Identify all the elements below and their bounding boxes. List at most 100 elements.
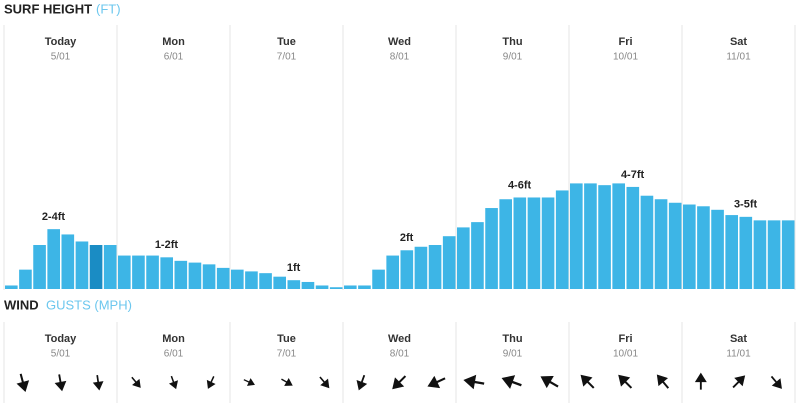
date-label: 7/01 (277, 349, 297, 360)
day-label: Tue (277, 36, 296, 48)
day-label: Wed (388, 333, 411, 345)
date-label: 11/01 (726, 349, 751, 360)
wind-arrow (131, 376, 141, 388)
wind-arrow (243, 378, 255, 386)
wind-arrow (92, 375, 104, 391)
day-label: Sat (730, 333, 747, 345)
day-label: Tue (277, 333, 296, 345)
surf-bar (231, 269, 244, 289)
surf-bar (188, 262, 202, 289)
surf-label: 1ft (287, 262, 301, 274)
date-label: 5/01 (51, 52, 71, 63)
surf-bar (668, 202, 682, 289)
surf-bar (570, 183, 583, 289)
wind-arrow (16, 373, 30, 392)
date-label: 10/01 (613, 52, 638, 63)
wind-arrow (463, 374, 485, 390)
surf-bar (132, 255, 145, 289)
wind-arrow (168, 375, 179, 390)
wind-subtitle: GUSTS (MPH) (46, 297, 132, 312)
surf-bar (372, 269, 385, 289)
surf-bar (202, 264, 216, 289)
surf-bar (697, 206, 710, 289)
surf-bar (654, 199, 668, 289)
surf-label: 1-2ft (155, 239, 179, 251)
surf-bar (612, 183, 625, 289)
wind-arrow (427, 375, 446, 389)
date-label: 11/01 (726, 52, 751, 63)
date-label: 10/01 (613, 349, 638, 360)
surf-bar (626, 186, 640, 289)
surf-bar (273, 276, 286, 289)
wind-arrow (392, 375, 407, 390)
day-label: Fri (618, 36, 632, 48)
date-label: 8/01 (390, 349, 410, 360)
surf-bar (457, 227, 470, 289)
surf-bar (400, 250, 414, 289)
surf-bar (527, 197, 541, 289)
surf-bar (19, 269, 32, 289)
surf-bar (160, 257, 173, 289)
wind-arrow (206, 376, 216, 389)
surf-label: 4-7ft (621, 169, 645, 181)
surf-bar (485, 208, 498, 289)
surf-bar (118, 255, 131, 289)
date-label: 9/01 (503, 349, 523, 360)
surf-bar (245, 271, 258, 289)
surf-bar (711, 209, 724, 289)
surf-bar (555, 190, 569, 289)
surf-bar (683, 204, 696, 289)
surf-bar (513, 197, 527, 289)
surf-bar (739, 216, 753, 289)
surf-bar (103, 245, 117, 289)
surf-bar (75, 241, 89, 289)
surf-bar (753, 220, 767, 289)
wind-arrow (54, 374, 67, 392)
surf-label: 2ft (400, 232, 414, 244)
surf-bar (259, 273, 272, 289)
wind-arrow (732, 375, 746, 389)
surf-bar (174, 260, 188, 289)
surf-bar (471, 222, 484, 289)
date-label: 7/01 (277, 52, 297, 63)
surf-title: SURF HEIGHT (4, 1, 92, 16)
surf-bar (781, 220, 795, 289)
wind-arrow (618, 374, 633, 389)
surf-bar (146, 255, 159, 289)
surf-bar (301, 281, 315, 289)
wind-title: WIND (4, 297, 39, 312)
wind-arrow (501, 375, 522, 389)
surf-bar (315, 285, 329, 289)
day-label: Fri (618, 333, 632, 345)
surf-bar (428, 245, 442, 289)
date-label: 9/01 (503, 52, 523, 63)
day-label: Mon (162, 333, 185, 345)
surf-bar (89, 245, 103, 289)
wind-arrow (580, 374, 595, 389)
surf-bar (329, 287, 343, 289)
surf-label: 4-6ft (508, 179, 532, 191)
day-label: Sat (730, 36, 747, 48)
surf-bar (584, 183, 597, 289)
wind-arrow (694, 372, 707, 390)
date-label: 8/01 (390, 52, 410, 63)
day-label: Wed (388, 36, 411, 48)
day-label: Thu (502, 36, 522, 48)
wind-arrow (319, 376, 330, 389)
surf-bar (216, 267, 230, 289)
surf-bar (5, 285, 18, 289)
surf-bar (358, 285, 371, 289)
surf-bar (344, 285, 357, 289)
surf-label: 3-5ft (734, 199, 758, 211)
surf-bar (386, 255, 399, 289)
surf-bar (287, 280, 301, 289)
surf-bar (541, 197, 555, 289)
surf-bar (33, 245, 46, 289)
date-label: 6/01 (164, 52, 184, 63)
surf-subtitle: (FT) (96, 1, 121, 16)
surf-bar (598, 185, 611, 289)
surf-bar (767, 220, 781, 289)
surf-bar (725, 215, 738, 289)
wind-arrow (656, 374, 670, 389)
